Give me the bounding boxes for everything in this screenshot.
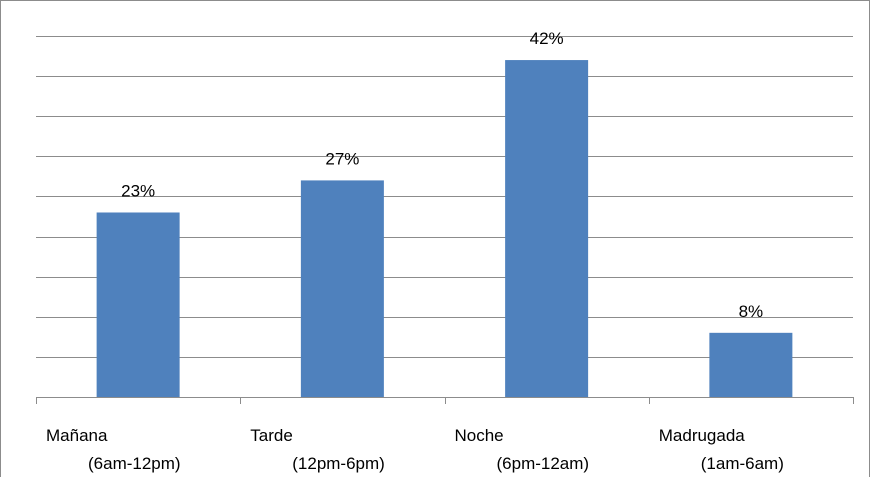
bars: [96, 60, 793, 398]
x-tick-label: (1am-6am): [701, 454, 784, 473]
bar: [505, 60, 589, 398]
data-label: 23%: [121, 181, 155, 200]
x-tick-label: Madrugada: [659, 426, 746, 445]
data-label: 8%: [739, 302, 764, 321]
data-label: 27%: [325, 149, 359, 168]
x-tick-label: (6pm-12am): [497, 454, 590, 473]
x-tick-label: Tarde: [250, 426, 293, 445]
bar: [300, 180, 384, 397]
bar: [96, 212, 180, 397]
x-tick-label: (12pm-6pm): [292, 454, 385, 473]
x-tick-label: Mañana: [46, 426, 108, 445]
data-labels: 23% 27% 42% 8%: [121, 29, 763, 321]
x-tick-labels: Mañana (6am-12pm) Tarde (12pm-6pm) Noche (6pm…: [46, 426, 784, 473]
bar: [709, 332, 793, 397]
x-tick-label: Noche: [455, 426, 504, 445]
x-axis: [36, 397, 854, 404]
data-label: 42%: [530, 29, 564, 48]
x-tick-label: (6am-12pm): [88, 454, 181, 473]
